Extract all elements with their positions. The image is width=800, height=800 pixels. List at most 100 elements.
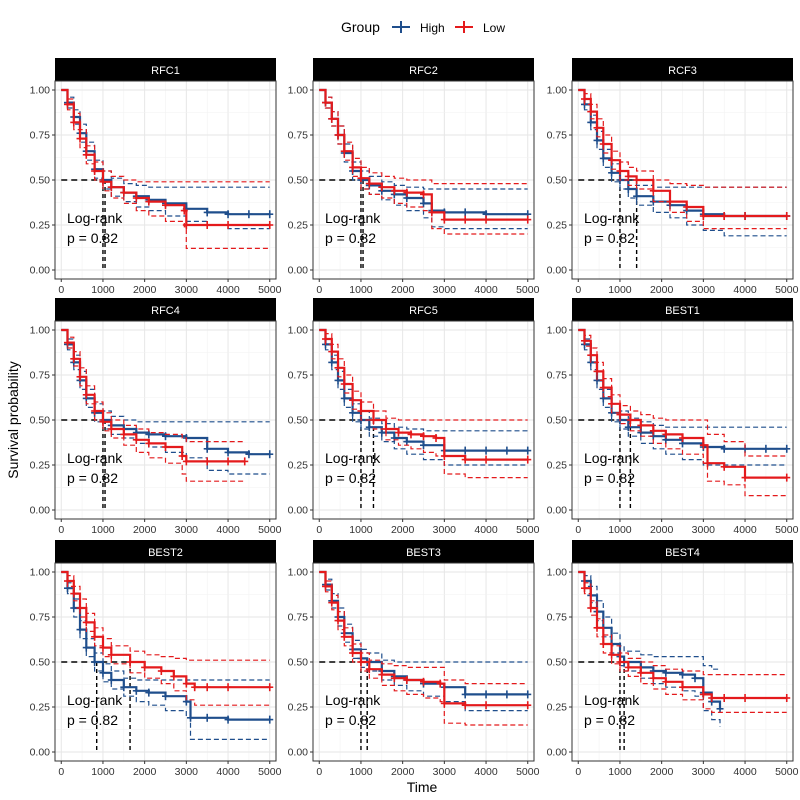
series-low	[61, 570, 274, 706]
panel-strip	[572, 540, 793, 563]
panel-rcf3: RCF3 Log-rank p = 0.82 0 1000 2000 3000 4000 500…	[547, 58, 799, 296]
ci-lower	[578, 89, 787, 230]
series-high	[319, 570, 532, 712]
panel-strip	[55, 540, 276, 563]
x-tick-label: 2000	[650, 524, 674, 536]
p-value-label: p = 0.82	[67, 712, 118, 728]
x-tick-label: 2000	[391, 524, 415, 536]
y-tick-label: 0.75	[547, 370, 568, 382]
survival-curve	[319, 570, 528, 707]
x-tick-label: 3000	[692, 524, 716, 536]
y-tick-label: 0.75	[288, 612, 309, 624]
y-tick-label: 0.75	[547, 130, 568, 142]
x-tick-label: 0	[575, 766, 581, 778]
x-tick-label: 0	[575, 284, 581, 296]
x-tick-label: 3000	[433, 284, 457, 296]
y-tick-label: 0.25	[288, 220, 309, 232]
logrank-label: Log-rank	[67, 210, 123, 226]
x-tick-label: 1000	[91, 284, 115, 296]
x-tick-label: 5000	[775, 524, 799, 536]
ci-lower	[319, 89, 528, 235]
y-tick-label: 1.00	[547, 325, 568, 337]
panel-title: RCF3	[668, 65, 697, 77]
x-tick-label: 3000	[433, 524, 457, 536]
y-tick-label: 0.00	[547, 747, 568, 759]
p-value-label: p = 0.82	[325, 230, 376, 246]
y-tick-label: 0.50	[547, 657, 568, 669]
ci-upper	[578, 89, 787, 188]
panel-title: RFC5	[409, 305, 438, 317]
y-tick-label: 0.75	[288, 370, 309, 382]
x-tick-label: 2000	[650, 766, 674, 778]
ci-upper	[61, 329, 245, 443]
x-tick-label: 1000	[91, 524, 115, 536]
y-tick-label: 0.50	[30, 175, 51, 187]
panel-title: RFC4	[151, 305, 180, 317]
y-tick-label: 0.00	[547, 265, 568, 277]
panel-best4: BEST4 Log-rank p = 0.82 0 1000 2000 3000 4000 50…	[547, 540, 799, 778]
y-tick-label: 0.25	[288, 460, 309, 472]
series-low	[319, 88, 532, 235]
x-tick-label: 0	[58, 284, 64, 296]
panel-strip	[572, 58, 793, 81]
ci-upper	[319, 329, 528, 432]
series-low	[319, 328, 532, 479]
x-axis-title: Time	[407, 779, 438, 795]
x-tick-label: 3000	[692, 766, 716, 778]
x-tick-label: 5000	[516, 284, 540, 296]
panel-title: BEST2	[148, 547, 183, 559]
panel-best2: BEST2 Log-rank p = 0.82 0 1000 2000 3000 4000 50…	[30, 540, 282, 778]
logrank-label: Log-rank	[584, 450, 640, 466]
panel-best1: BEST1 Log-rank p = 0.82 0 1000 2000 3000 4000 50…	[547, 298, 799, 536]
y-tick-label: 1.00	[288, 325, 309, 337]
panel-rfc1: RFC1 Log-rank p = 0.82 0 1000 2000 3000 4000 500…	[30, 58, 282, 296]
x-tick-label: 0	[575, 524, 581, 536]
x-tick-label: 1000	[349, 284, 373, 296]
y-tick-label: 0.50	[30, 657, 51, 669]
x-tick-label: 2000	[133, 284, 157, 296]
panel-rfc4: RFC4 Log-rank p = 0.82 0 1000 2000 3000 4000 500…	[30, 298, 282, 536]
ci-upper	[319, 571, 528, 685]
y-tick-label: 0.75	[30, 130, 51, 142]
ci-lower	[61, 329, 245, 482]
x-tick-label: 5000	[516, 766, 540, 778]
y-tick-label: 1.00	[547, 85, 568, 97]
p-value-label: p = 0.82	[67, 470, 118, 486]
panel-strip	[55, 58, 276, 81]
x-tick-label: 2000	[391, 284, 415, 296]
y-tick-label: 1.00	[288, 85, 309, 97]
y-tick-label: 0.75	[30, 370, 51, 382]
panel-title: BEST4	[665, 547, 700, 559]
panel-strip	[313, 540, 534, 563]
x-tick-label: 3000	[692, 284, 716, 296]
y-tick-label: 0.00	[288, 265, 309, 277]
panel-title: BEST1	[665, 305, 700, 317]
y-tick-label: 0.25	[547, 220, 568, 232]
x-tick-label: 5000	[516, 524, 540, 536]
y-tick-label: 1.00	[30, 85, 51, 97]
x-tick-label: 4000	[733, 766, 757, 778]
p-value-label: p = 0.82	[325, 712, 376, 728]
ci-lower	[319, 571, 528, 712]
x-tick-label: 4000	[216, 524, 240, 536]
panel-title: BEST3	[406, 547, 441, 559]
panel-strip	[313, 58, 534, 81]
x-tick-label: 4000	[474, 766, 498, 778]
ci-lower	[578, 89, 787, 237]
y-tick-label: 0.50	[288, 415, 309, 427]
y-tick-label: 0.00	[288, 747, 309, 759]
ci-upper	[61, 571, 270, 661]
series-low	[319, 570, 532, 726]
series-low	[578, 328, 791, 497]
y-tick-label: 0.50	[30, 415, 51, 427]
p-value-label: p = 0.82	[325, 470, 376, 486]
logrank-label: Log-rank	[325, 450, 381, 466]
logrank-label: Log-rank	[67, 450, 123, 466]
panel-best3: BEST3 Log-rank p = 0.82 0 1000 2000 3000 4000 50…	[288, 540, 540, 778]
y-tick-label: 0.50	[547, 175, 568, 187]
x-tick-label: 1000	[349, 766, 373, 778]
x-tick-label: 3000	[175, 766, 199, 778]
y-tick-label: 0.75	[547, 612, 568, 624]
panel-title: RFC2	[409, 65, 438, 77]
y-tick-label: 0.50	[547, 415, 568, 427]
